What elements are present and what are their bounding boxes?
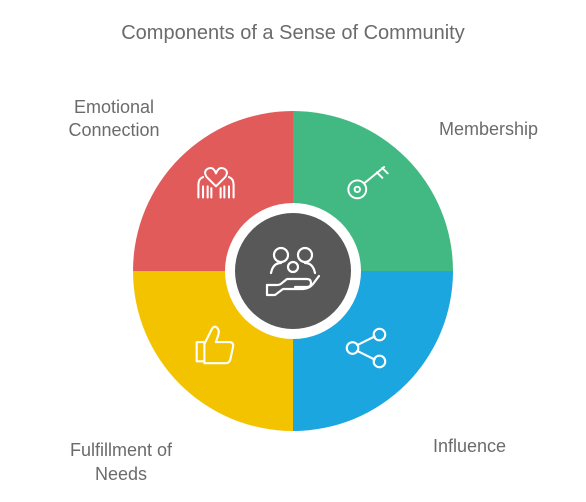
label-emotional: Emotional Connection xyxy=(54,96,174,143)
community-icon xyxy=(257,235,329,307)
label-membership: Membership xyxy=(439,118,538,141)
key-icon xyxy=(343,159,393,209)
label-fulfillment: Fulfillment of Needs xyxy=(56,439,186,486)
center-circle xyxy=(235,213,351,329)
thumbs-up-icon xyxy=(189,319,239,369)
label-influence: Influence xyxy=(433,435,506,458)
page-title: Components of a Sense of Community xyxy=(0,0,586,45)
heart-hands-icon xyxy=(191,153,241,203)
share-icon xyxy=(341,323,391,373)
community-donut-chart xyxy=(133,111,453,431)
